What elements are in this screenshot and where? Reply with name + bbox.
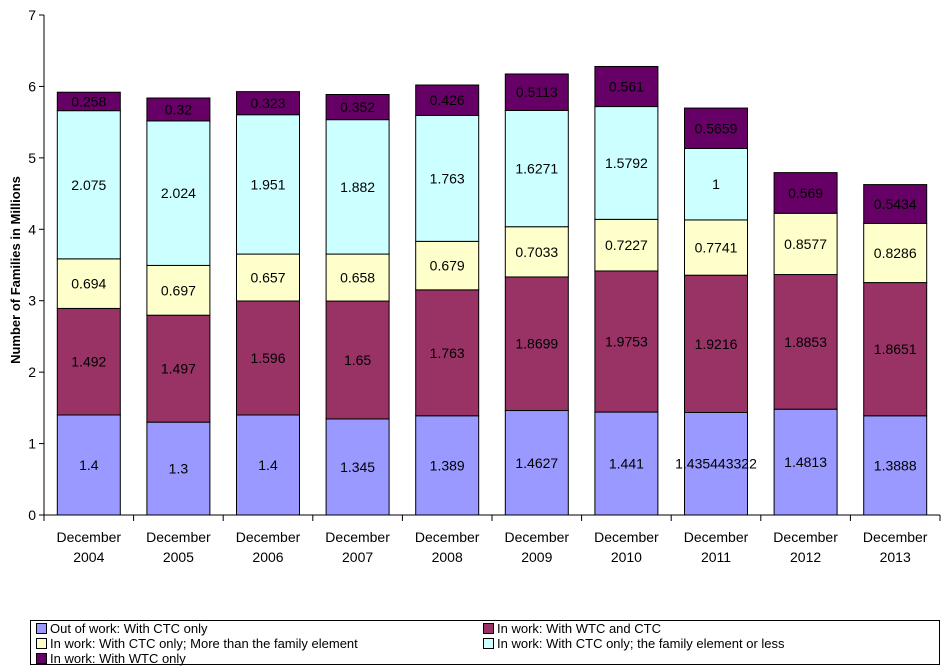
data-label: 1.4627: [515, 455, 558, 471]
data-label: 1.763: [430, 170, 465, 186]
data-label: 1: [712, 176, 720, 192]
data-label: 1.596: [250, 350, 285, 366]
data-label: 1.3888: [874, 457, 917, 473]
legend-item: In work: With WTC only: [36, 651, 186, 666]
data-label: 0.5113: [516, 84, 558, 100]
y-axis-title: Number of Families in Millions: [8, 176, 23, 364]
data-label: 0.694: [71, 276, 106, 292]
x-tick-label: December 2009: [505, 529, 570, 565]
y-tick-label: 5: [28, 150, 36, 166]
data-label: 2.024: [161, 185, 196, 201]
x-tick-label: December 2010: [594, 529, 659, 565]
legend-label: Out of work: With CTC only: [50, 621, 207, 636]
x-tick-label: December 2006: [236, 529, 301, 565]
data-label: 0.323: [250, 95, 285, 111]
data-label: 1.4: [79, 457, 99, 473]
y-tick-label: 2: [28, 364, 36, 380]
data-label: 0.352: [340, 99, 375, 115]
legend-swatch: [36, 653, 47, 664]
data-label: 1.345: [340, 459, 375, 475]
data-label: 0.5434: [874, 196, 917, 212]
data-label: 0.7741: [695, 240, 738, 256]
data-label: 0.258: [71, 93, 106, 109]
data-label: 0.32: [165, 101, 192, 117]
data-label: 2.075: [71, 177, 106, 193]
y-tick-label: 0: [28, 507, 36, 523]
data-label: 1.441: [609, 456, 644, 472]
data-label: 0.658: [340, 270, 375, 286]
legend-item: In work: With CTC only; the family eleme…: [483, 636, 785, 651]
data-label: 1.882: [340, 179, 375, 195]
data-label: 1.763: [430, 345, 465, 361]
data-label: 1.8853: [784, 334, 827, 350]
legend-swatch: [483, 623, 494, 634]
data-label: 1.389: [430, 457, 465, 473]
data-label: 1.8699: [515, 336, 558, 352]
legend-label: In work: With WTC and CTC: [497, 621, 661, 636]
x-tick-label: December 2012: [773, 529, 838, 565]
data-label: 1.65: [344, 352, 371, 368]
data-label: 1.9753: [605, 334, 648, 350]
data-label: 0.8577: [784, 236, 827, 252]
legend-label: In work: With CTC only; More than the fa…: [50, 636, 358, 651]
data-label: 0.697: [161, 282, 196, 298]
y-tick-label: 1: [28, 436, 36, 452]
y-tick-label: 3: [28, 293, 36, 309]
data-label: 1.3: [169, 461, 189, 477]
data-label: 1.492: [71, 354, 106, 370]
x-tick-label: December 2004: [57, 529, 122, 565]
data-label: 1.4813: [784, 454, 827, 470]
legend-label: In work: With WTC only: [50, 651, 186, 666]
data-label: 0.569: [788, 185, 823, 201]
x-tick-label: December 2013: [863, 529, 928, 565]
legend-label: In work: With CTC only; the family eleme…: [497, 636, 785, 651]
data-label: 0.657: [250, 270, 285, 286]
data-label: 0.5659: [695, 120, 738, 136]
legend-swatch: [36, 623, 47, 634]
data-label: 1.5792: [605, 155, 648, 171]
data-label: 1.435443322: [675, 456, 757, 472]
x-tick-label: December 2011: [684, 529, 749, 565]
legend-swatch: [36, 638, 47, 649]
chart-legend: Out of work: With CTC only In work: With …: [30, 620, 940, 665]
data-label: 1.9216: [695, 336, 738, 352]
stacked-bar-chart: 1.4 1.492 0.694 2.075 0.258 1.3 1.497 0.697 2.02…: [0, 0, 944, 620]
legend-swatch: [483, 638, 494, 649]
y-tick-label: 7: [28, 7, 36, 23]
x-tick-label: December 2008: [415, 529, 480, 565]
data-label: 1.497: [161, 361, 196, 377]
y-tick-label: 4: [28, 221, 36, 237]
data-label: 0.679: [430, 258, 465, 274]
data-label: 0.561: [609, 79, 644, 95]
data-label: 1.951: [250, 176, 285, 192]
legend-item: In work: With WTC and CTC: [483, 621, 661, 636]
y-tick-label: 6: [28, 78, 36, 94]
data-label: 0.426: [430, 92, 465, 108]
legend-item: Out of work: With CTC only: [36, 621, 207, 636]
x-tick-label: December 2007: [325, 529, 390, 565]
data-label: 0.7033: [515, 244, 558, 260]
x-tick-label: December 2005: [146, 529, 211, 565]
data-label: 0.7227: [605, 237, 648, 253]
data-label: 1.8651: [874, 341, 917, 357]
data-label: 1.4: [258, 457, 278, 473]
data-label: 0.8286: [874, 245, 917, 261]
data-label: 1.6271: [515, 161, 558, 177]
legend-item: In work: With CTC only; More than the fa…: [36, 636, 358, 651]
